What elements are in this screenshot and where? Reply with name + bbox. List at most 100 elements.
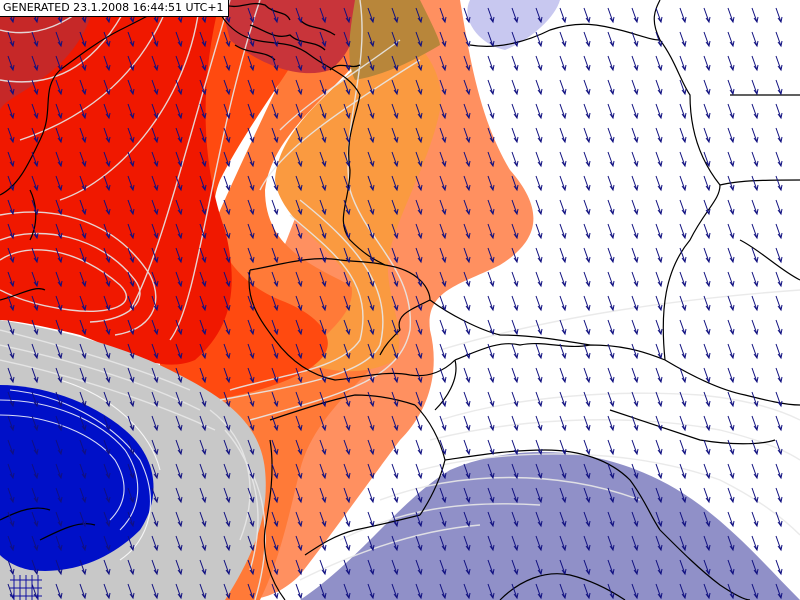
wind-arrow (7, 127, 15, 144)
wind-arrow (511, 295, 519, 312)
wind-arrow (559, 415, 567, 432)
wind-arrow (271, 295, 279, 312)
wind-arrow (703, 103, 711, 120)
wind-arrow (415, 79, 423, 96)
wind-arrow (343, 175, 351, 192)
wind-arrow (55, 31, 63, 48)
wind-arrow (487, 559, 495, 576)
wind-arrow (247, 151, 255, 168)
wind-arrow (199, 55, 207, 72)
wind-arrow (727, 511, 735, 528)
wind-arrow (31, 199, 39, 216)
wind-arrow (511, 199, 519, 216)
wind-arrow (247, 175, 255, 192)
wind-arrow (751, 511, 759, 528)
wind-arrow (103, 271, 111, 288)
wind-arrow (631, 295, 639, 312)
wind-arrow (415, 535, 423, 552)
wind-arrow (439, 583, 447, 600)
wind-arrow (727, 583, 735, 600)
wind-arrow (319, 199, 327, 216)
wind-arrow (631, 151, 639, 168)
wind-arrow (607, 583, 615, 600)
wind-arrow (223, 319, 231, 336)
wind-arrow (343, 439, 351, 456)
wind-arrow (775, 175, 783, 192)
wind-arrow (439, 511, 447, 528)
wind-arrow (439, 175, 447, 192)
wind-arrow (727, 559, 735, 576)
wind-arrow (655, 559, 663, 576)
wind-arrow (487, 127, 495, 144)
wind-arrow (199, 271, 207, 288)
wind-arrow (55, 55, 63, 72)
wind-arrow (319, 343, 327, 360)
wind-arrow (271, 175, 279, 192)
wind-arrow (223, 583, 231, 600)
wind-arrow (415, 31, 423, 48)
wind-arrow (463, 271, 471, 288)
wind-arrow (199, 223, 207, 240)
wind-arrow (631, 367, 639, 384)
wind-arrow (295, 487, 303, 504)
wind-arrow (607, 199, 615, 216)
wind-arrow (583, 199, 591, 216)
wind-arrow (631, 583, 639, 600)
wind-arrow (751, 7, 759, 24)
wind-arrows (7, 7, 783, 600)
wind-arrow (559, 223, 567, 240)
wind-arrow (463, 511, 471, 528)
wind-arrow (103, 391, 111, 408)
wind-arrow (223, 295, 231, 312)
wind-arrow (79, 199, 87, 216)
wind-arrow (559, 31, 567, 48)
wind-arrow (655, 55, 663, 72)
wind-arrow (223, 511, 231, 528)
wind-arrow (79, 367, 87, 384)
wind-arrow (31, 31, 39, 48)
wind-arrow (703, 391, 711, 408)
wind-arrow (487, 271, 495, 288)
wind-arrow (535, 343, 543, 360)
wind-arrow (391, 55, 399, 72)
wind-arrow (7, 31, 15, 48)
wind-arrow (295, 295, 303, 312)
wind-arrow (487, 439, 495, 456)
wind-arrow (247, 343, 255, 360)
wind-arrow (7, 199, 15, 216)
wind-arrow (487, 79, 495, 96)
wind-arrow (223, 199, 231, 216)
wind-arrow (727, 295, 735, 312)
wind-arrow (175, 511, 183, 528)
wind-arrow (631, 55, 639, 72)
wind-arrow (415, 319, 423, 336)
wind-arrow (103, 79, 111, 96)
wind-arrow (247, 559, 255, 576)
wind-arrow (343, 295, 351, 312)
wind-arrow (631, 463, 639, 480)
wind-arrow (631, 103, 639, 120)
wind-arrow (367, 463, 375, 480)
wind-arrow (151, 79, 159, 96)
wind-arrow (271, 247, 279, 264)
wind-arrow (175, 391, 183, 408)
isolines-blue-region (0, 379, 161, 561)
wind-arrow (463, 103, 471, 120)
wind-arrow (607, 55, 615, 72)
wind-arrow (679, 319, 687, 336)
wind-arrow (199, 295, 207, 312)
wind-arrow (463, 463, 471, 480)
wind-arrow (271, 151, 279, 168)
wind-arrow (463, 199, 471, 216)
wind-arrow (31, 103, 39, 120)
wind-arrow (127, 391, 135, 408)
wind-arrow (391, 559, 399, 576)
wind-arrow (79, 127, 87, 144)
wind-arrow (415, 391, 423, 408)
wind-arrow (775, 7, 783, 24)
wind-arrow (703, 559, 711, 576)
wind-arrow (583, 103, 591, 120)
wind-arrow (487, 295, 495, 312)
wind-arrow (607, 367, 615, 384)
wind-arrow (175, 271, 183, 288)
